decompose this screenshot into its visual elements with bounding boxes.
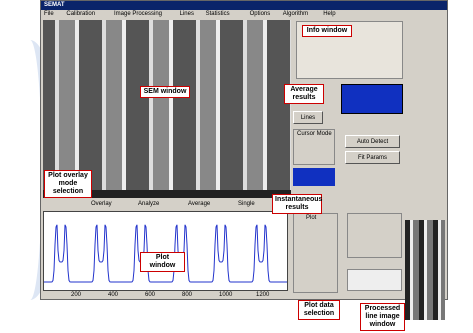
x-tick-label: 400	[108, 292, 118, 298]
menu-item[interactable]: Algorithm	[283, 11, 308, 17]
overlay-row: Overlay Analyze Average Single	[43, 200, 291, 210]
x-tick-label: 1200	[256, 292, 269, 298]
cursor-mode-group: Cursor Mode	[293, 129, 335, 165]
x-tick-label: 600	[145, 292, 155, 298]
mode-radio[interactable]: Analyze	[138, 201, 159, 207]
plot-area	[43, 211, 288, 291]
mode-radio[interactable]: Average	[188, 201, 210, 207]
page: SEMAT File Calibration Image Processing Lin…	[0, 0, 473, 333]
cursor-mode-label: Cursor Mode	[297, 131, 332, 137]
title-bar: SEMAT	[41, 1, 447, 10]
auto-detect-button[interactable]: Auto Detect	[345, 135, 400, 148]
menu-item[interactable]: Lines	[180, 11, 194, 17]
sem-image	[43, 20, 291, 190]
x-tick-label: 800	[182, 292, 192, 298]
instant-annotation: Instantaneous results	[272, 194, 322, 214]
processed-annotation: Processed line image window	[360, 303, 405, 331]
fit-box	[347, 269, 402, 291]
sem-annotation: SEM window	[140, 86, 190, 98]
menu-item[interactable]: Statistics	[206, 11, 230, 17]
overlay-annotation: Plot overlay mode selection	[44, 170, 92, 198]
menu-item[interactable]: File	[44, 11, 54, 17]
plot-data-annotation: Plot data selection	[298, 300, 340, 320]
x-tick-label: 200	[71, 292, 81, 298]
fit-params-button[interactable]: Fit Params	[345, 151, 400, 164]
info-annotation: Info window	[302, 25, 352, 37]
process-box	[293, 168, 335, 186]
plot-annotation: Plot window	[140, 252, 185, 272]
app-window: SEMAT File Calibration Image Processing Lin…	[40, 0, 448, 300]
lines-button[interactable]: Lines	[293, 111, 323, 124]
instant-results-panel	[347, 213, 402, 258]
menu-item[interactable]: Help	[323, 11, 335, 17]
overlay-label: Overlay	[91, 201, 112, 207]
processed-image	[405, 220, 445, 320]
average-results-box	[341, 84, 403, 114]
x-tick-label: 1000	[219, 292, 232, 298]
menu-bar: File Calibration Image Processing Lines Stat…	[41, 10, 447, 19]
window-title: SEMAT	[44, 2, 65, 8]
plot-data-group: Plot	[293, 213, 338, 293]
menu-item[interactable]: Calibration	[66, 11, 95, 17]
plot-group-label: Plot	[306, 215, 316, 221]
plot-curve	[44, 212, 287, 290]
mode-radio[interactable]: Single	[238, 201, 255, 207]
x-axis-labels: 200 400 600 800 1000 1200	[43, 292, 288, 300]
menu-item[interactable]: Image Processing	[114, 11, 162, 17]
average-annotation: Average results	[284, 84, 324, 104]
menu-item[interactable]: Options	[250, 11, 271, 17]
